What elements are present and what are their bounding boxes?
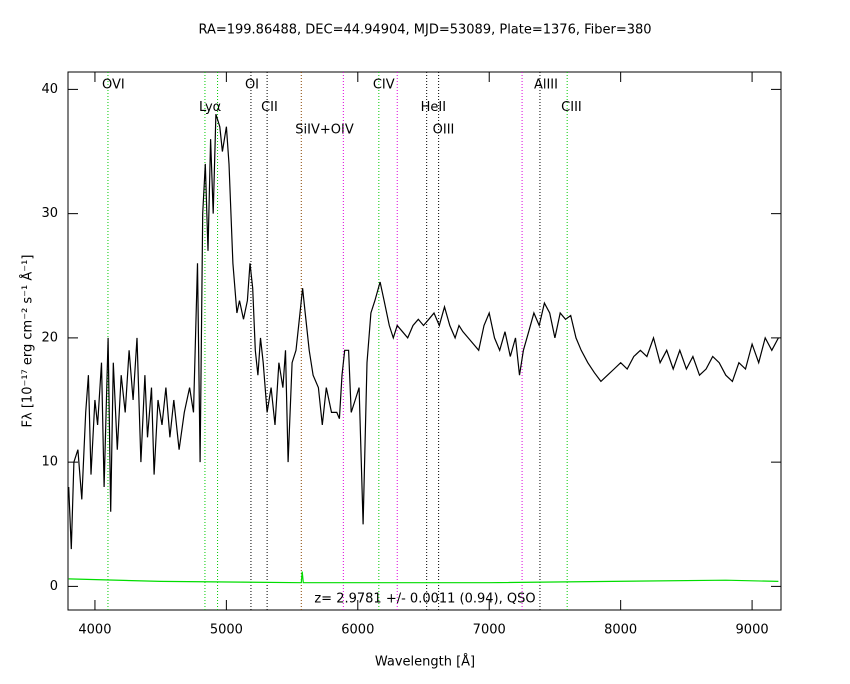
- feature-label: CIV: [373, 78, 395, 93]
- x-tick-label: 8000: [604, 623, 637, 638]
- x-tick-label: 9000: [736, 623, 769, 638]
- feature-label: OIII: [433, 123, 455, 138]
- plot-frame: [67, 71, 782, 611]
- feature-label: Lyα: [199, 100, 221, 115]
- y-tick-label: 10: [41, 455, 58, 470]
- y-tick-label: 30: [41, 206, 58, 221]
- x-tick-label: 5000: [210, 623, 243, 638]
- feature-label: AlIII: [534, 78, 558, 93]
- x-tick-label: 6000: [341, 623, 374, 638]
- spectrum-line: [68, 571, 779, 584]
- feature-label: OVI: [102, 78, 125, 93]
- chart-title: RA=199.86488, DEC=44.94904, MJD=53089, P…: [198, 23, 651, 38]
- feature-label: SiIV+OIV: [295, 123, 354, 138]
- y-axis-label: Fλ [10⁻¹⁷ erg cm⁻² s⁻¹ Å⁻¹]: [20, 255, 36, 428]
- y-tick-label: 40: [41, 82, 58, 97]
- feature-label: CII: [261, 100, 278, 115]
- y-tick-label: 20: [41, 330, 58, 345]
- x-tick-label: 7000: [473, 623, 506, 638]
- feature-label: CIII: [561, 100, 582, 115]
- y-tick-label: 0: [50, 579, 58, 594]
- spectrum-line: [68, 114, 779, 550]
- annotation: z= 2.9781 +/- 0.0011 (0.94), QSO: [314, 592, 535, 607]
- x-axis-label: Wavelength [Å]: [375, 654, 475, 670]
- x-tick-label: 4000: [78, 623, 111, 638]
- feature-label: HeII: [421, 100, 446, 115]
- feature-label: OI: [245, 78, 259, 93]
